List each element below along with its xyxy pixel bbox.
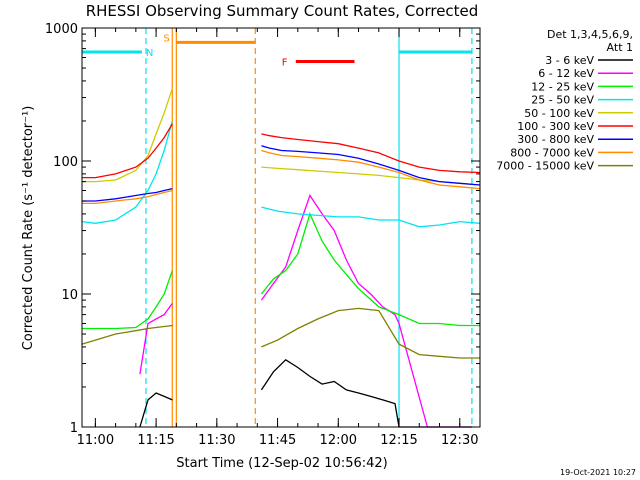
annotation-label: N xyxy=(146,48,153,59)
legend-label: 25 - 50 keV xyxy=(531,94,594,107)
legend-header: Det 1,3,4,5,6,9, xyxy=(547,28,633,41)
series-line xyxy=(81,120,173,224)
annotation-label: F xyxy=(282,57,288,68)
y-tick-label: 1 xyxy=(70,421,78,436)
x-tick-label: 11:45 xyxy=(259,433,296,448)
series-line xyxy=(82,189,173,205)
x-tick-label: 11:00 xyxy=(77,433,114,448)
series-line xyxy=(82,187,173,202)
x-axis: 11:00 11:15 11:30 11:45 12:00 12:15 12:30 xyxy=(77,28,481,448)
series-line xyxy=(261,133,481,174)
series-line xyxy=(261,145,481,186)
legend-label: 3 - 6 keV xyxy=(545,54,594,67)
annotation-bars: NS F xyxy=(82,33,472,68)
legend-header: Att 1 xyxy=(607,41,633,54)
series-line xyxy=(82,123,173,179)
y-tick-label: 10 xyxy=(61,288,78,303)
y-axis-label: Corrected Count Rate (s⁻¹ detector⁻¹) xyxy=(21,106,36,351)
timestamp-label: 19-Oct-2021 10:27 xyxy=(560,468,636,477)
series-line xyxy=(139,392,173,428)
legend-label: 7000 - 15000 keV xyxy=(496,160,594,173)
x-tick-label: 11:15 xyxy=(137,433,174,448)
x-tick-label: 11:30 xyxy=(198,433,235,448)
time-marker-lines xyxy=(145,28,473,427)
series-lines xyxy=(81,88,481,428)
chart-title: RHESSI Observing Summary Count Rates, Co… xyxy=(86,2,479,20)
series-line xyxy=(260,212,480,327)
legend-label: 12 - 25 keV xyxy=(531,80,594,93)
x-tick-label: 12:15 xyxy=(380,433,417,448)
y-tick-label: 1000 xyxy=(45,22,78,37)
x-tick-label: 12:30 xyxy=(441,433,478,448)
legend-label: 6 - 12 keV xyxy=(538,67,594,80)
legend-label: 300 - 800 keV xyxy=(517,133,594,146)
x-tick-label: 12:00 xyxy=(320,433,357,448)
series-line xyxy=(261,149,481,190)
series-line xyxy=(81,324,173,345)
legend-label: 800 - 7000 keV xyxy=(510,146,594,159)
series-line xyxy=(82,270,173,330)
series-line xyxy=(139,303,173,375)
y-axis: 1 10 100 1000 xyxy=(45,22,480,436)
legend-label: 100 - 300 keV xyxy=(517,120,594,133)
series-line xyxy=(261,206,481,228)
plot-frame xyxy=(81,27,481,428)
annotation-label: S xyxy=(163,33,169,44)
series-line xyxy=(260,358,472,428)
x-axis-label: Start Time (12-Sep-02 10:56:42) xyxy=(176,456,387,471)
series-line xyxy=(261,307,480,359)
series-line xyxy=(260,194,472,428)
legend-label: 50 - 100 keV xyxy=(524,107,594,120)
y-tick-label: 100 xyxy=(53,155,78,170)
